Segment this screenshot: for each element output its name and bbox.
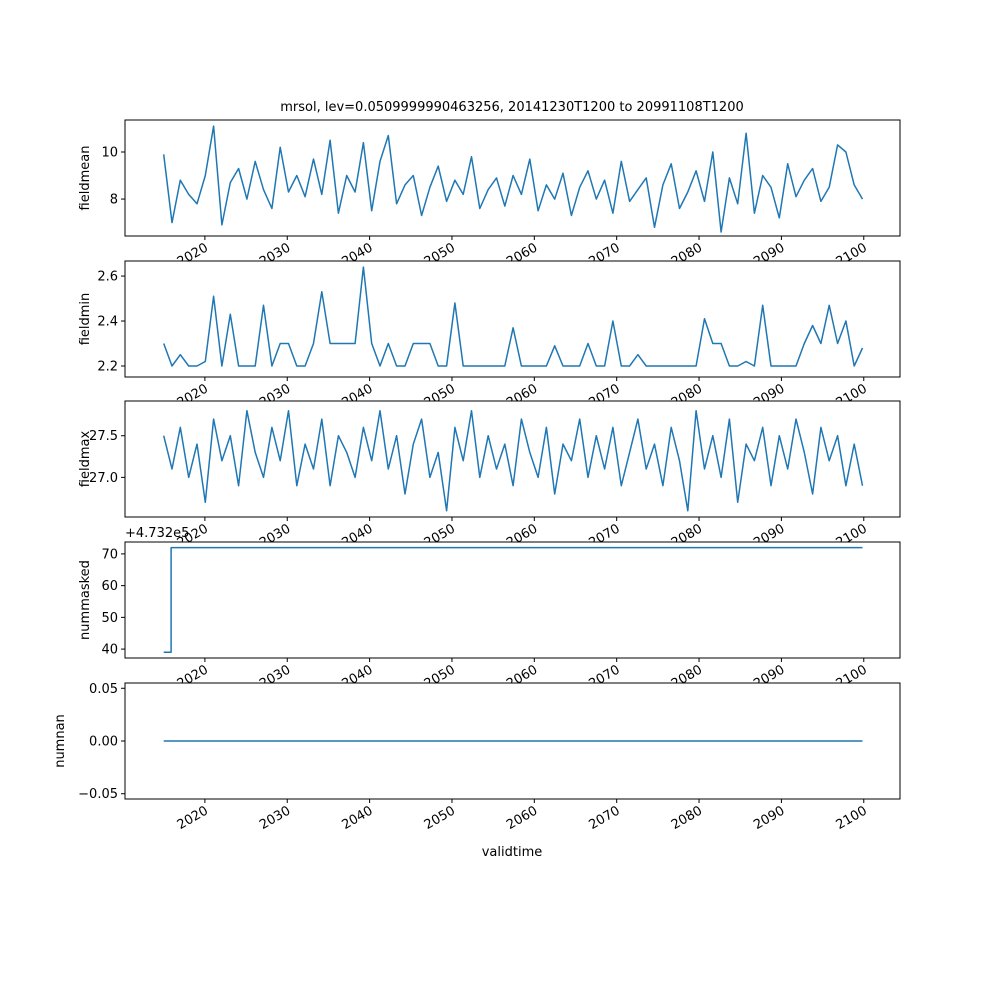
x-tick-label: 2080 <box>669 803 705 833</box>
data-line-fieldmin <box>162 266 864 367</box>
y-axis-label: fieldmin <box>78 293 93 346</box>
axes-frame <box>124 119 901 237</box>
x-tick-label: 2100 <box>834 803 870 833</box>
y-tick-label: 27.0 <box>89 471 118 486</box>
x-tick-label: 2020 <box>175 803 211 833</box>
chart-title: mrsol, lev=0.0509999990463256, 20141230T… <box>280 100 744 115</box>
axes-frame <box>124 400 901 518</box>
data-line-nummasked <box>163 546 863 654</box>
axes-background <box>125 542 900 658</box>
x-tick-label: 2090 <box>751 803 787 833</box>
panel-numnan: −0.05 0.00 0.05 numnan 2020 2030 2040 2050 2060 2… <box>53 682 901 833</box>
x-tick-label: 2040 <box>339 803 375 833</box>
y-tick-label: 2.6 <box>97 270 118 285</box>
y-tick-label: 10 <box>101 146 118 161</box>
y-tick-label: 40 <box>101 643 118 658</box>
axes-frame <box>124 541 901 659</box>
y-tick-label: 50 <box>101 611 118 626</box>
y-tick-label: 60 <box>101 579 118 594</box>
x-tick-label: 2030 <box>257 803 293 833</box>
y-tick-label: 27.5 <box>89 429 118 444</box>
x-axis-label: validtime <box>482 845 543 860</box>
y-tick-label: 2.4 <box>97 315 118 330</box>
y-tick-label: 2.2 <box>97 359 118 374</box>
x-tick-label: 2050 <box>422 803 458 833</box>
y-axis-label: nummasked <box>78 560 93 640</box>
data-line-fieldmean <box>162 125 864 233</box>
axes-frame <box>124 260 901 378</box>
axes-background <box>125 261 900 377</box>
y-tick-label: 8 <box>110 193 118 208</box>
y-tick-label: 0.05 <box>89 682 118 697</box>
data-line-fieldmax <box>162 409 864 512</box>
y-axis-label: fieldmax <box>78 431 93 488</box>
y-tick-label: 70 <box>101 547 118 562</box>
y-axis-label: fieldmean <box>78 146 93 211</box>
axes-background <box>125 401 900 517</box>
y-offset-text: +4.732e5 <box>125 526 189 541</box>
y-tick-label: −0.05 <box>78 787 118 802</box>
x-tick-label: 2060 <box>504 803 540 833</box>
y-axis-label: numnan <box>53 714 68 768</box>
x-tick-label: 2070 <box>587 803 623 833</box>
y-tick-label: 0.00 <box>89 735 118 750</box>
